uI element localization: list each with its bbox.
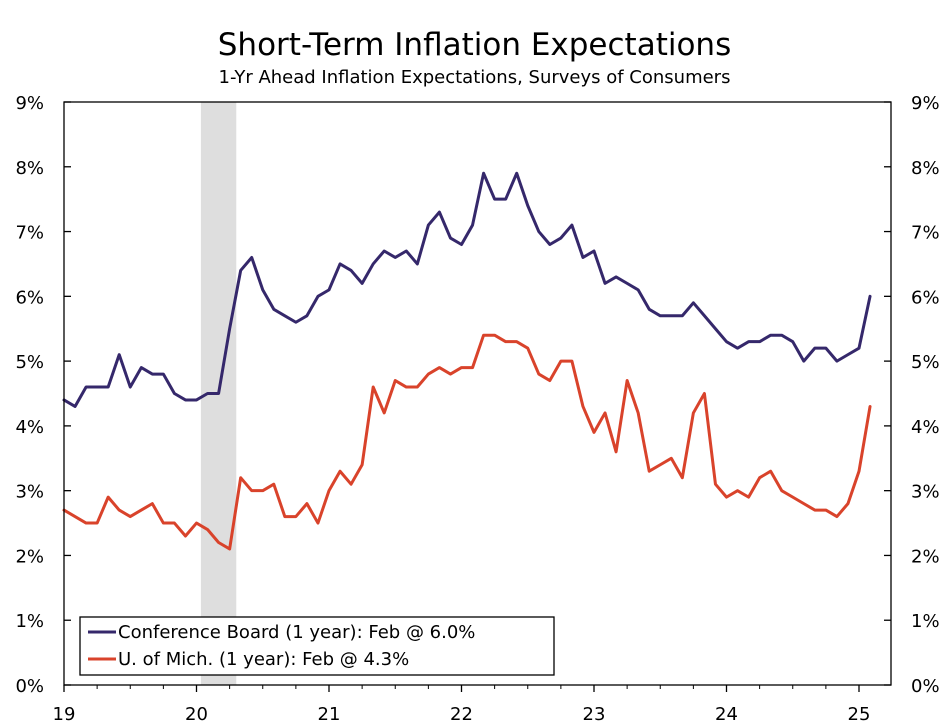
series-line-conference-board <box>62 171 872 408</box>
series-line-u-of-mich <box>62 333 872 551</box>
y-tick-label-left: 6% <box>15 287 44 308</box>
y-tick-label-left: 7% <box>15 223 44 244</box>
chart-subtitle: 1-Yr Ahead Inflation Expectations, Surve… <box>219 67 731 88</box>
y-tick-label-right: 5% <box>911 352 940 373</box>
x-tick-label: 24 <box>715 704 738 725</box>
x-tick-label: 25 <box>848 704 871 725</box>
y-tick-label-right: 9% <box>911 93 940 114</box>
legend-label-u-of-mich: U. of Mich. (1 year): Feb @ 4.3% <box>118 649 409 670</box>
legend: Conference Board (1 year): Feb @ 6.0% U.… <box>79 616 555 676</box>
y-tick-label-right: 3% <box>911 482 940 503</box>
legend-label-conference-board: Conference Board (1 year): Feb @ 6.0% <box>118 622 475 643</box>
y-tick-label-right: 0% <box>911 676 940 697</box>
y-tick-label-right: 4% <box>911 417 940 438</box>
y-tick-label-left: 3% <box>15 482 44 503</box>
y-tick-label-right: 8% <box>911 158 940 179</box>
series-lines <box>62 171 872 551</box>
y-tick-label-right: 7% <box>911 223 940 244</box>
plot-frame <box>63 101 892 686</box>
y-tick-label-left: 2% <box>15 546 44 567</box>
axes: 0% 0% 1% 1% 2% 2% 3% 3% 4% 4% 5% 5% 6% 6% 7% 7% 8% 8% 9% 9%… <box>15 93 939 725</box>
chart-title: Short-Term Inflation Expectations <box>218 27 731 63</box>
legend-box <box>79 616 555 676</box>
y-tick-label-right: 6% <box>911 287 940 308</box>
x-tick-label: 19 <box>53 704 76 725</box>
x-tick-label: 23 <box>583 704 606 725</box>
y-tick-label-left: 0% <box>15 676 44 697</box>
x-tick-label: 21 <box>318 704 341 725</box>
y-tick-label-right: 2% <box>911 546 940 567</box>
y-tick-label-right: 1% <box>911 611 940 632</box>
y-tick-label-left: 4% <box>15 417 44 438</box>
y-tick-label-left: 5% <box>15 352 44 373</box>
x-tick-label: 20 <box>185 704 208 725</box>
y-tick-label-left: 8% <box>15 158 44 179</box>
y-tick-label-left: 1% <box>15 611 44 632</box>
x-tick-label: 22 <box>450 704 473 725</box>
y-tick-label-left: 9% <box>15 93 44 114</box>
